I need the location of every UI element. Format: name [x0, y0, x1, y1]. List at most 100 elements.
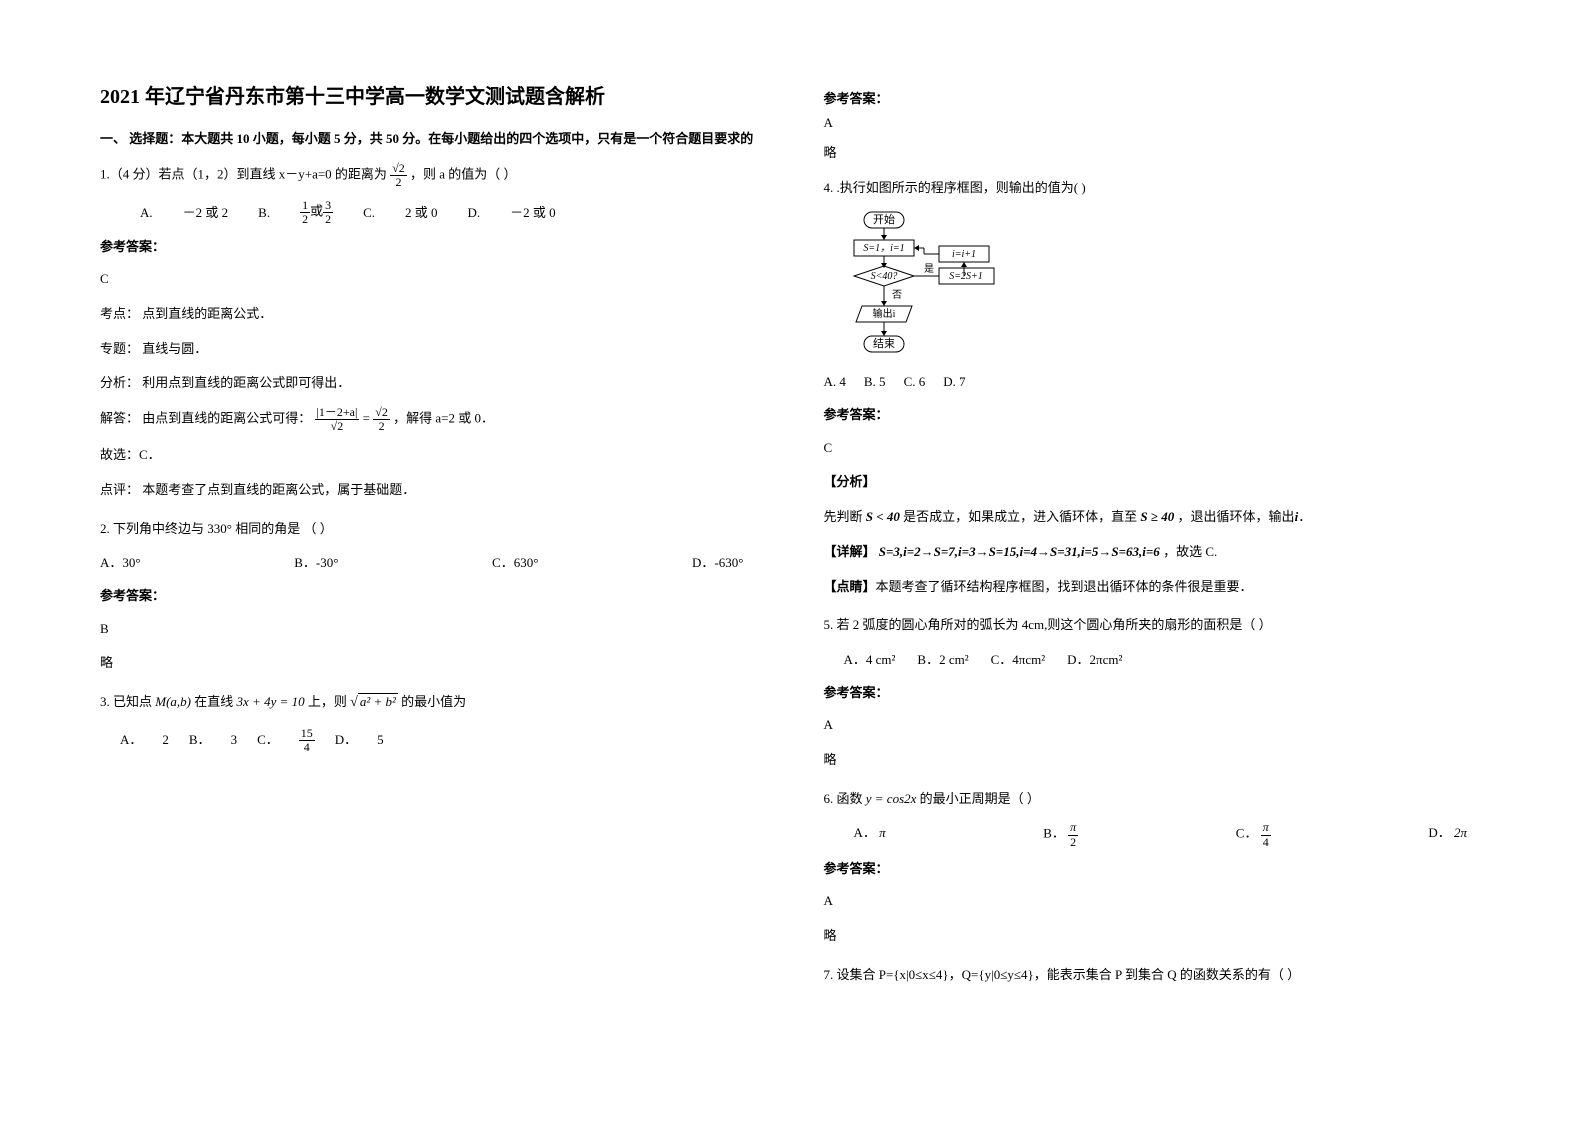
- analysis-label-text: 【分析】: [824, 474, 876, 489]
- q4-analysis-d: ．: [1298, 509, 1311, 524]
- q4-optA: A. 4: [824, 370, 846, 395]
- right-column: 参考答案： A 略 4. .执行如图所示的程序框图，则输出的值为( ) 开始 S…: [824, 80, 1488, 1001]
- q3-optD-label: D．: [335, 728, 357, 753]
- q1-p2: 专题： 直线与圆．: [100, 337, 764, 362]
- q1-optA-label: A.: [140, 201, 153, 226]
- q1-optB-label: B.: [258, 201, 270, 226]
- q1-p5: 故选：C．: [100, 443, 764, 468]
- flow-cond: S<40?: [870, 271, 897, 282]
- q2-answer: B: [100, 617, 764, 642]
- q1-optB-frac2-den: 2: [323, 213, 333, 226]
- q3-math1: M(a,b): [155, 694, 191, 709]
- q4-answer-label: 参考答案：: [824, 403, 1488, 428]
- q5-optD: D．2πcm²: [1067, 648, 1122, 673]
- q6-optC-num: π: [1261, 821, 1271, 835]
- q1-optB-frac2-num: 3: [323, 199, 333, 213]
- q4-analysis-a: 先判断: [824, 509, 866, 524]
- q1-optD-label: D.: [468, 201, 481, 226]
- question-6: 6. 函数 y = cos2x 的最小正周期是（ ） A． π B． π 2 C…: [824, 787, 1488, 949]
- q1-options: A. －2 或 2 B. 1 2 或 3 2 C. 2 或 0 D. －2 或 …: [100, 199, 764, 226]
- sqrt-icon: √: [350, 695, 358, 710]
- q6-answer-label: 参考答案：: [824, 857, 1488, 882]
- q3-optB: 3: [231, 728, 238, 753]
- q3-answer: A: [824, 115, 1488, 131]
- q1-stem-a: 1.（4 分）若点（1，2）到直线 x－y+a=0 的距离为: [100, 166, 390, 181]
- q6-optD: 2π: [1454, 825, 1467, 840]
- flow-output: 输出i: [872, 307, 895, 320]
- q6-optC-frac: π 4: [1261, 821, 1271, 848]
- q4-analysis: 先判断 S < 40 是否成立，如果成立，进入循环体，直至 S ≥ 40 ，退出…: [824, 505, 1488, 530]
- q4-optD: D. 7: [943, 370, 965, 395]
- q3-optA: 2: [162, 728, 169, 753]
- q6-stem: 6. 函数 y = cos2x 的最小正周期是（ ）: [824, 787, 1488, 812]
- q6-note: 略: [824, 924, 1488, 949]
- flow-yes: 是: [924, 263, 934, 275]
- q1-p4b: ，解得 a=2 或 0．: [393, 411, 494, 426]
- q1-p4-frac1-den: √2: [315, 420, 360, 433]
- q6-optB-label: B．: [1043, 826, 1065, 841]
- question-1: 1.（4 分）若点（1，2）到直线 x－y+a=0 的距离为 √2 2 ，则 a…: [100, 162, 764, 503]
- q1-optB-mid: 或: [310, 204, 323, 219]
- q5-optA: A．4 cm²: [844, 648, 896, 673]
- q5-note: 略: [824, 748, 1488, 773]
- question-4: 4. .执行如图所示的程序框图，则输出的值为( ) 开始 S=1，i=1 S<4: [824, 176, 1488, 600]
- q4-detail: 【详解】 S=3,i=2→S=7,i=3→S=15,i=4→S=31,i=5→S…: [824, 540, 1488, 565]
- q6-optC-label: C．: [1236, 826, 1258, 841]
- q3-optA-label: A．: [120, 728, 142, 753]
- document-title: 2021 年辽宁省丹东市第十三中学高一数学文测试题含解析: [100, 80, 764, 109]
- q4-detail-math: S=3,i=2→S=7,i=3→S=15,i=4→S=31,i=5→S=63,i…: [879, 544, 1160, 559]
- q1-optB-frac1-num: 1: [300, 199, 310, 213]
- q4-options: A. 4 B. 5 C. 6 D. 7: [824, 370, 1488, 395]
- q6-optC-den: 4: [1261, 836, 1271, 849]
- q5-answer-label: 参考答案：: [824, 681, 1488, 706]
- q3-optC-label: C．: [257, 728, 279, 753]
- q1-frac-num: √2: [390, 162, 407, 176]
- q1-answer: C: [100, 267, 764, 292]
- q2-stem: 2. 下列角中终边与 330° 相同的角是 （ ）: [100, 517, 764, 542]
- q6-stem-a: 6. 函数: [824, 791, 863, 806]
- q3-optB-label: B．: [189, 728, 211, 753]
- q1-optB-frac2: 3 2: [323, 199, 333, 226]
- q2-optA: A．30°: [100, 551, 141, 576]
- q1-p3: 分析： 利用点到直线的距离公式即可得出．: [100, 371, 764, 396]
- q4-answer: C: [824, 436, 1488, 461]
- q5-answer: A: [824, 713, 1488, 738]
- q2-optD: D．-630°: [692, 551, 743, 576]
- q3-stem-b: 在直线: [194, 694, 236, 709]
- flow-step1: i=i+1: [951, 249, 975, 260]
- q6-answer: A: [824, 889, 1488, 914]
- q4-point-text: 本题考查了循环结构程序框图，找到退出循环体的条件很是重要．: [876, 579, 1253, 594]
- q2-answer-label: 参考答案：: [100, 584, 764, 609]
- flowchart-diagram: 开始 S=1，i=1 S<40? 是 i=i+1: [844, 210, 1488, 360]
- q1-p4-frac2: √2 2: [373, 406, 390, 433]
- q3-sqrt: a² + b²: [358, 693, 398, 709]
- q4-analysis-b: 是否成立，如果成立，进入循环体，直至: [903, 509, 1140, 524]
- q1-p4-frac2-num: √2: [373, 406, 390, 420]
- question-2: 2. 下列角中终边与 330° 相同的角是 （ ） A．30° B．-30° C…: [100, 517, 764, 676]
- q5-optC: C．4πcm²: [991, 648, 1046, 673]
- q4-stem: 4. .执行如图所示的程序框图，则输出的值为( ): [824, 176, 1488, 201]
- q4-analysis-label: 【分析】: [824, 470, 1488, 495]
- q2-options: A．30° B．-30° C．630° D．-630°: [100, 551, 764, 576]
- q2-optB: B．-30°: [294, 551, 338, 576]
- q6-stem-b: 的最小正周期是（ ）: [920, 791, 1040, 806]
- q1-optB-frac1-den: 2: [300, 213, 310, 226]
- q3-answer-label: 参考答案：: [824, 88, 1488, 107]
- flow-end: 结束: [873, 337, 895, 350]
- q1-optA: －2 或 2: [183, 201, 229, 226]
- flow-init: S=1，i=1: [863, 243, 904, 254]
- q6-optB-frac: π 2: [1068, 821, 1078, 848]
- q1-p4: 解答： 由点到直线的距离公式可得： |1－2+a| √2 = √2 2 ，解得 …: [100, 406, 764, 433]
- q4-detail-tail: ，故选 C.: [1163, 544, 1217, 559]
- q5-options: A．4 cm² B．2 cm² C．4πcm² D．2πcm²: [824, 648, 1488, 673]
- q5-optB: B．2 cm²: [917, 648, 968, 673]
- q1-p4-eq: =: [363, 411, 370, 426]
- flow-no: 否: [892, 289, 902, 301]
- q4-detail-label: 【详解】: [824, 544, 876, 559]
- flow-step2: S=2S+1: [949, 271, 983, 282]
- q5-stem: 5. 若 2 弧度的圆心角所对的弧长为 4cm,则这个圆心角所夹的扇形的面积是（…: [824, 613, 1488, 638]
- question-3: 3. 已知点 M(a,b) 在直线 3x + 4y = 10 上，则 √a² +…: [100, 690, 764, 754]
- q1-stem: 1.（4 分）若点（1，2）到直线 x－y+a=0 的距离为 √2 2 ，则 a…: [100, 162, 764, 189]
- q4-point: 【点睛】本题考查了循环结构程序框图，找到退出循环体的条件很是重要．: [824, 575, 1488, 600]
- q1-answer-label: 参考答案：: [100, 235, 764, 260]
